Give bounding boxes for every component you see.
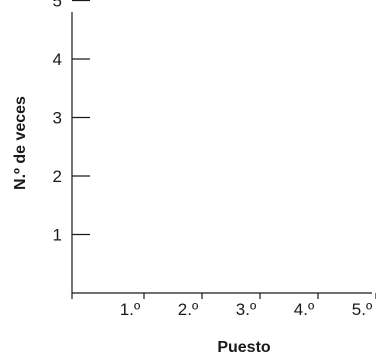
x-ticks: 1.º 2.º 3.º 4.º 5.º [120,293,376,319]
x-tick-label-5: 5.º [352,300,372,319]
y-ticks: 1 2 3 4 5 [53,0,90,299]
y-tick-label-3: 3 [53,109,62,128]
y-tick-label-5: 5 [53,0,62,11]
y-tick-label-2: 2 [53,167,62,186]
x-tick-label-1: 1.º [120,300,140,319]
x-axis-title: Puesto [217,339,271,356]
x-tick-label-4: 4.º [294,300,314,319]
y-axis-title: N.º de veces [12,96,29,190]
y-tick-label-4: 4 [53,50,62,69]
x-tick-label-2: 2.º [178,300,198,319]
x-tick-label-3: 3.º [236,300,256,319]
y-tick-label-1: 1 [53,226,62,245]
